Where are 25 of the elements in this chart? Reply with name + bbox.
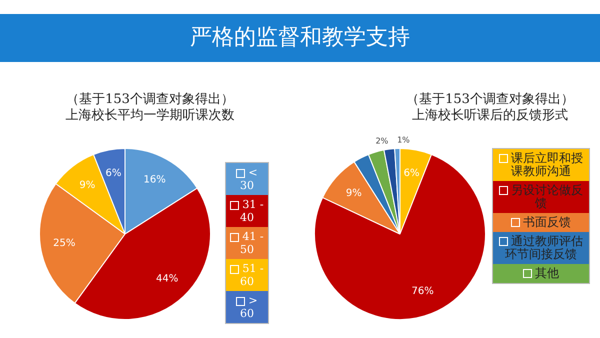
text: 严格的监督和教学支持 bbox=[0, 14, 600, 62]
legend-label: 31 - 40 bbox=[226, 195, 268, 227]
legend-label: 51 - 60 bbox=[226, 259, 268, 291]
chart-subtitle: （基于153个调查对象得出） bbox=[405, 91, 575, 108]
legend-label: 另设讨论做反馈 bbox=[493, 181, 589, 213]
data-label: 25% bbox=[53, 238, 76, 250]
data-label: 6% bbox=[106, 168, 122, 180]
chart-title: 上海校长听课后的反馈形式 bbox=[411, 107, 569, 124]
data-label: 1% bbox=[397, 136, 410, 145]
data-label: 44% bbox=[156, 273, 178, 284]
data-label: 9% bbox=[79, 180, 96, 191]
legend-label: 通过教师评估环节间接反馈 bbox=[493, 232, 589, 264]
legend-label: 课后立即和授课教师沟通 bbox=[493, 149, 589, 181]
data-label: 76% bbox=[412, 286, 434, 297]
chart-subtitle: （基于153个调查对象得出） bbox=[65, 91, 235, 108]
data-label: 16% bbox=[144, 174, 166, 186]
data-label: 2% bbox=[376, 136, 389, 146]
legend-label: > 60 bbox=[226, 291, 268, 323]
chart-title: 上海校长平均一学期听课次数 bbox=[64, 107, 236, 124]
legend-label: 其他 bbox=[493, 264, 589, 283]
legend-label: 41 - 50 bbox=[226, 227, 268, 259]
data-label: 9% bbox=[346, 188, 362, 199]
data-label: 6% bbox=[404, 168, 420, 180]
legend-label: < 30 bbox=[226, 163, 268, 195]
legend-label: 书面反馈 bbox=[493, 213, 589, 232]
